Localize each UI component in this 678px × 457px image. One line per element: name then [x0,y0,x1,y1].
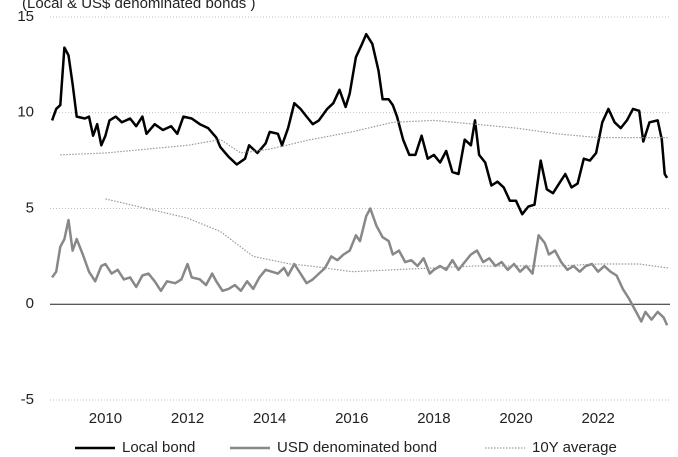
x-tick-label: 2010 [89,410,122,427]
x-tick-label: 2012 [171,410,204,427]
x-tick-label: 2016 [335,410,368,427]
legend-label: 10Y average [532,439,617,456]
y-tick-label: 5 [26,199,34,216]
legend-label: USD denominated bond [277,439,437,456]
x-tick-label: 2018 [417,410,450,427]
x-tick-label: 2020 [499,410,532,427]
y-tick-label: -5 [21,391,34,408]
series-line [50,32,669,216]
series-line [51,207,669,326]
series-line [60,119,668,273]
y-tick-label: 15 [17,8,34,25]
legend-label: Local bond [122,439,195,456]
chart-subtitle: (Local & US$ denominated bonds ) [22,0,255,12]
x-tick-label: 2014 [253,410,286,427]
y-tick-label: 0 [26,295,34,312]
x-tick-label: 2022 [581,410,614,427]
y-tick-label: 10 [17,104,34,121]
